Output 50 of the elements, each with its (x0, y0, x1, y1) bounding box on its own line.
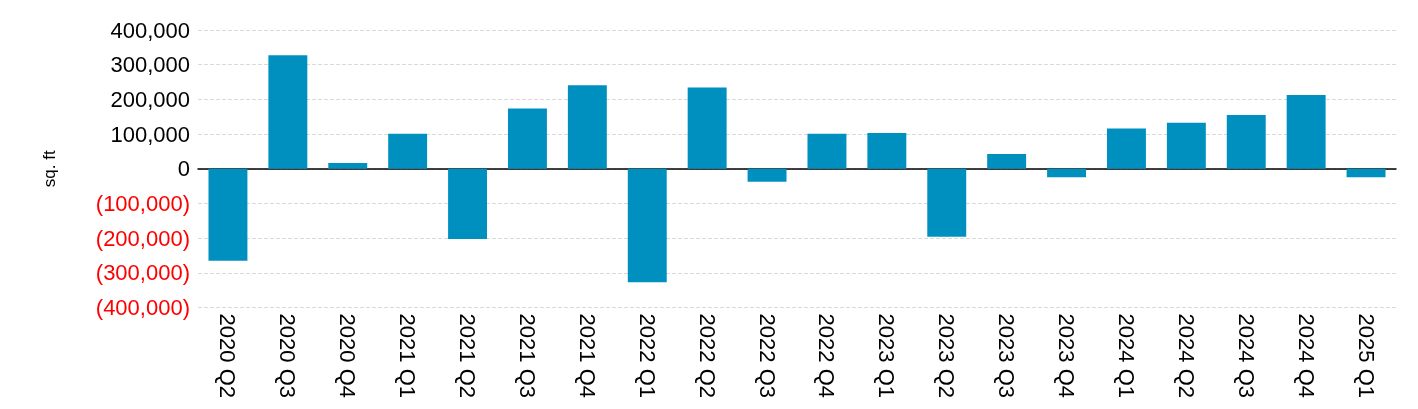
bar (1226, 115, 1266, 169)
x-tick-label: 2021 Q1 (395, 313, 421, 398)
bar (448, 168, 488, 239)
x-tick-label: 2022 Q3 (754, 313, 780, 398)
y-tick-label: 200,000 (110, 86, 190, 112)
bar (867, 133, 907, 169)
bar (747, 168, 787, 182)
bar (627, 168, 667, 283)
x-tick-label: 2022 Q1 (634, 313, 660, 398)
y-tick-label: 300,000 (110, 52, 190, 78)
x-tick-label: 2023 Q2 (934, 313, 960, 398)
x-tick-label: 2022 Q2 (694, 313, 720, 398)
y-axis-title: sq. ft (40, 150, 59, 188)
bar (507, 108, 547, 169)
x-tick-label: 2022 Q4 (814, 313, 840, 398)
x-tick-label: 2024 Q2 (1173, 313, 1199, 398)
y-tick-label: (300,000) (95, 260, 190, 286)
bar (388, 133, 428, 169)
bar (807, 133, 847, 169)
x-tick-label: 2020 Q3 (275, 313, 301, 398)
bar (567, 85, 607, 169)
y-tick-label: (400,000) (95, 295, 190, 321)
x-tick-label: 2024 Q4 (1293, 313, 1319, 398)
bar (1047, 168, 1087, 178)
bar (927, 168, 967, 237)
bar (208, 168, 248, 261)
x-tick-label: 2021 Q4 (574, 313, 600, 398)
x-tick-label: 2024 Q3 (1233, 313, 1259, 398)
y-tick-label: (200,000) (95, 225, 190, 251)
x-tick-label: 2021 Q2 (455, 313, 481, 398)
x-tick-label: 2023 Q1 (874, 313, 900, 398)
bar (987, 153, 1027, 169)
bar (1286, 94, 1326, 169)
x-tick-label: 2023 Q4 (1054, 313, 1080, 398)
x-tick-label: 2020 Q2 (215, 313, 241, 398)
y-tick-label: (100,000) (95, 191, 190, 216)
x-tick-label: 2021 Q3 (514, 313, 540, 398)
y-tick-label: 0 (177, 156, 190, 182)
bar (328, 162, 368, 169)
bar (1346, 168, 1386, 178)
y-tick-label: 100,000 (110, 121, 190, 147)
x-tick-label: 2025 Q1 (1353, 313, 1379, 398)
bar (1166, 122, 1206, 169)
x-tick-label: 2024 Q1 (1113, 313, 1139, 398)
bar (268, 55, 308, 169)
y-tick-label: 400,000 (110, 17, 190, 43)
x-tick-label: 2023 Q3 (994, 313, 1020, 398)
bar (1106, 128, 1146, 169)
bar (687, 87, 727, 169)
x-tick-label: 2020 Q4 (335, 313, 361, 398)
